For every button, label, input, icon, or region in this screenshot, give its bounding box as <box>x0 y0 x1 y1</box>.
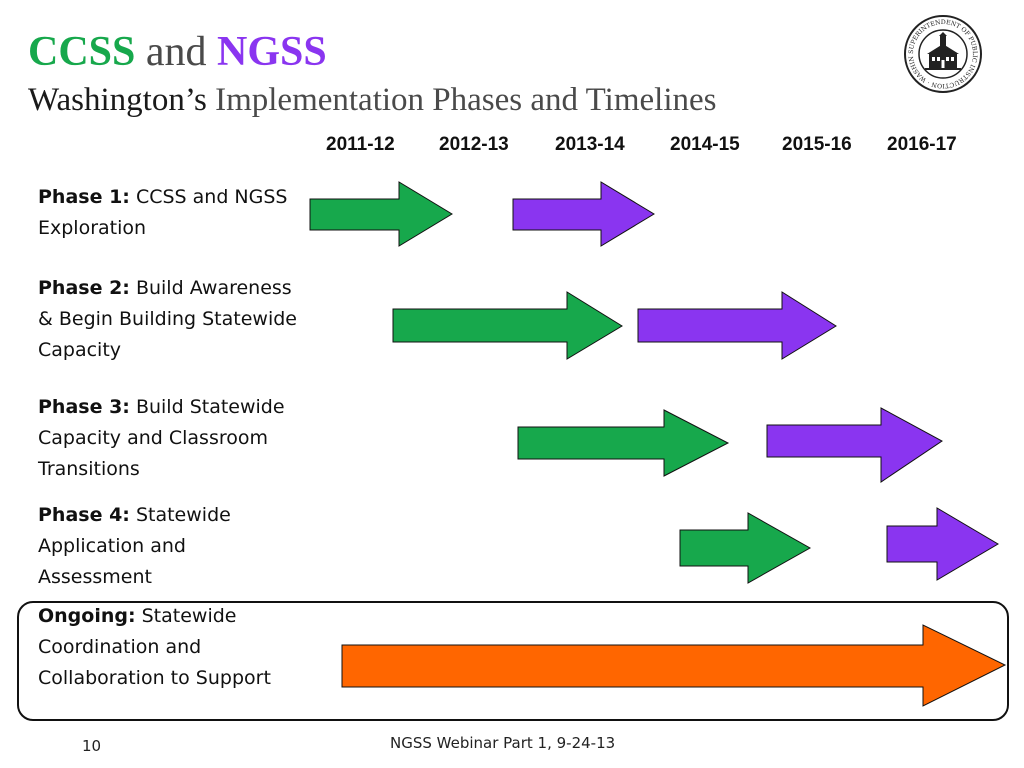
phase-2-ngss-arrow <box>637 291 837 360</box>
phase-3-ccss-arrow <box>517 409 730 477</box>
phase-label-bold: Ongoing: <box>38 605 136 627</box>
subtitle-rest: Implementation Phases and Timelines <box>215 82 717 118</box>
footer-text: NGSS Webinar Part 1, 9-24-13 <box>390 734 616 752</box>
phase-label-bold: Phase 4: <box>38 504 130 526</box>
year-header: 2016-17 <box>887 134 957 155</box>
ospi-seal-logo: SUPERINTENDENT OF PUBLIC INSTRUCTION · W… <box>903 14 982 93</box>
title-ngss: NGSS <box>217 29 327 75</box>
phase-label-text: Statewide Application and Assessment <box>38 504 231 588</box>
ongoing-arrow <box>341 624 1007 707</box>
phase-1-ccss-arrow <box>309 181 453 247</box>
phase-label-text: Statewide Coordination and Collaboration… <box>38 605 271 689</box>
year-header: 2011-12 <box>326 134 395 155</box>
phase-2-label: Phase 2: Build Awareness & Begin Buildin… <box>38 273 308 366</box>
year-header: 2013-14 <box>555 134 625 155</box>
phase-1-label: Phase 1: CCSS and NGSS Exploration <box>38 182 313 244</box>
ongoing-label: Ongoing: Statewide Coordination and Coll… <box>38 601 303 694</box>
phase-3-ngss-arrow <box>766 407 943 483</box>
year-header: 2012-13 <box>439 134 509 155</box>
phase-label-bold: Phase 1: <box>38 186 130 208</box>
year-header: 2015-16 <box>782 134 852 155</box>
phase-label-text: Build Awareness & Begin Building Statewi… <box>38 277 297 361</box>
title-ccss: CCSS <box>28 29 136 75</box>
phase-4-label: Phase 4: Statewide Application and Asses… <box>38 500 253 593</box>
phase-label-text: CCSS and NGSS Exploration <box>38 186 288 239</box>
phase-1-ngss-arrow <box>512 181 655 247</box>
phase-2-ccss-arrow <box>392 291 623 360</box>
phase-4-ngss-arrow <box>886 507 999 581</box>
phase-4-ccss-arrow <box>679 512 812 584</box>
title-and: and <box>145 29 207 75</box>
slide-title: CCSS and NGSS <box>28 28 327 76</box>
ongoing-box <box>17 601 1009 721</box>
phase-3-label: Phase 3: Build Statewide Capacity and Cl… <box>38 392 303 485</box>
slide-subtitle: Washington’s Implementation Phases and T… <box>28 80 716 120</box>
phase-label-text: Build Statewide Capacity and Classroom T… <box>38 396 285 480</box>
phase-label-bold: Phase 3: <box>38 396 130 418</box>
subtitle-prefix: Washington’s <box>28 82 207 118</box>
page-number: 10 <box>82 737 102 755</box>
phase-label-bold: Phase 2: <box>38 277 130 299</box>
year-header: 2014-15 <box>670 134 740 155</box>
